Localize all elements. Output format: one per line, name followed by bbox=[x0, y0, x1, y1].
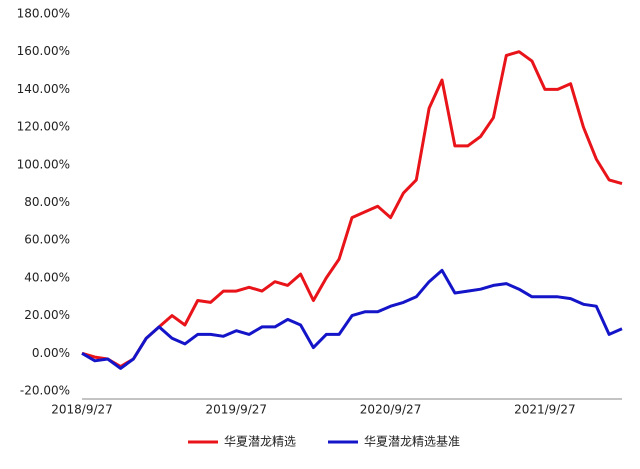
y-tick-label: 60.00% bbox=[24, 233, 70, 247]
y-tick-label: -20.00% bbox=[20, 384, 70, 398]
x-tick-label: 2019/9/27 bbox=[206, 403, 268, 417]
y-tick-label: 20.00% bbox=[24, 308, 70, 322]
y-tick-label: 140.00% bbox=[17, 82, 70, 96]
legend-label: 华夏潜龙精选 bbox=[224, 435, 296, 449]
y-tick-label: 0.00% bbox=[32, 346, 70, 360]
y-tick-label: 180.00% bbox=[17, 7, 70, 21]
x-tick-label: 2021/9/27 bbox=[514, 403, 576, 417]
y-tick-label: 40.00% bbox=[24, 270, 70, 284]
legend-label: 华夏潜龙精选基准 bbox=[364, 435, 460, 449]
x-tick-label: 2018/9/27 bbox=[51, 403, 113, 417]
x-tick-label: 2020/9/27 bbox=[360, 403, 422, 417]
y-tick-label: 100.00% bbox=[17, 157, 70, 171]
y-tick-label: 160.00% bbox=[17, 44, 70, 58]
series-line bbox=[81, 268, 623, 370]
y-tick-label: 80.00% bbox=[24, 195, 70, 209]
y-tick-label: 120.00% bbox=[17, 120, 70, 134]
series-line bbox=[81, 50, 623, 368]
